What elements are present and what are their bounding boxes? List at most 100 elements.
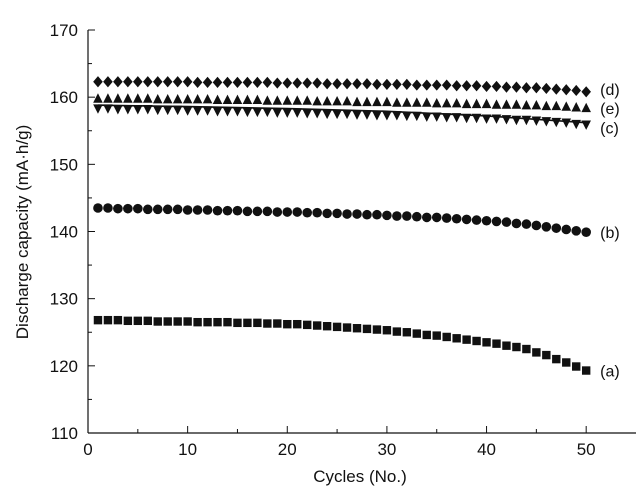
data-point-c <box>242 107 253 118</box>
data-markers <box>93 76 591 375</box>
y-tick-label: 170 <box>50 21 78 40</box>
data-point-e <box>541 100 552 111</box>
data-point-c <box>541 117 552 127</box>
data-point-c <box>362 110 372 120</box>
x-tick-label: 40 <box>477 440 496 459</box>
data-point-b <box>212 205 223 216</box>
data-point-b <box>93 203 103 213</box>
data-point-c <box>571 119 582 130</box>
data-point-c <box>212 107 223 117</box>
data-point-a <box>253 318 262 328</box>
data-point-c <box>192 106 203 116</box>
data-point-d <box>551 83 562 95</box>
data-point-d <box>312 77 322 89</box>
data-point-e <box>252 94 263 105</box>
data-point-d <box>511 81 522 93</box>
data-point-a <box>532 348 541 357</box>
data-point-d <box>232 76 243 88</box>
y-tick-label: 140 <box>50 223 78 242</box>
data-point-b <box>461 214 472 225</box>
data-point-b <box>511 218 522 229</box>
data-point-c <box>103 104 113 114</box>
data-point-a <box>173 317 182 326</box>
data-point-d <box>123 76 133 88</box>
data-point-a <box>422 330 431 340</box>
data-point-b <box>521 219 532 229</box>
data-point-e <box>222 94 233 105</box>
y-tick-label: 120 <box>50 357 78 376</box>
data-point-b <box>262 206 273 217</box>
data-point-c <box>501 115 512 125</box>
data-point-e <box>521 100 532 110</box>
data-point-d <box>441 79 452 91</box>
data-point-b <box>362 209 372 220</box>
data-point-d <box>541 82 552 95</box>
data-point-a <box>362 324 372 334</box>
x-tick-label: 10 <box>178 440 197 459</box>
data-point-d <box>292 77 303 89</box>
data-point-b <box>162 204 173 215</box>
data-point-e <box>551 100 562 111</box>
data-point-c <box>581 120 591 130</box>
data-point-c <box>292 108 303 118</box>
data-point-d <box>342 78 352 90</box>
data-point-d <box>521 82 532 94</box>
data-point-b <box>123 203 133 214</box>
data-point-b <box>142 204 153 215</box>
data-point-b <box>232 205 243 216</box>
data-point-b <box>481 215 492 226</box>
data-point-d <box>581 86 591 98</box>
data-point-d <box>322 78 332 90</box>
data-point-d <box>431 79 442 91</box>
data-point-e <box>561 101 572 111</box>
data-point-b <box>272 207 283 217</box>
data-point-c <box>93 104 103 114</box>
data-point-e <box>501 99 512 109</box>
data-point-d <box>352 78 362 90</box>
data-point-d <box>421 79 432 91</box>
data-point-a <box>512 342 521 352</box>
data-point-e <box>372 96 382 107</box>
data-point-b <box>531 220 542 231</box>
data-point-c <box>172 105 183 116</box>
data-point-a <box>332 322 342 332</box>
data-point-c <box>372 111 382 121</box>
data-point-d <box>372 78 382 91</box>
data-point-d <box>302 77 312 89</box>
data-point-d <box>182 76 193 88</box>
data-point-a <box>193 317 202 327</box>
data-point-e <box>182 93 193 104</box>
data-point-d <box>481 80 492 93</box>
data-point-d <box>282 77 293 89</box>
data-point-b <box>332 208 342 219</box>
data-point-e <box>511 99 522 109</box>
data-point-e <box>312 95 322 106</box>
data-point-d <box>93 76 103 88</box>
x-tick-label: 20 <box>278 440 297 459</box>
data-point-a <box>322 322 332 331</box>
data-point-a <box>283 319 292 329</box>
data-point-e <box>581 102 591 113</box>
data-point-a <box>183 317 192 326</box>
data-point-e <box>242 94 253 105</box>
data-point-c <box>202 106 213 116</box>
data-point-d <box>152 76 163 88</box>
data-point-d <box>133 76 143 88</box>
data-point-a <box>402 328 412 337</box>
data-point-c <box>531 116 542 126</box>
data-point-b <box>571 226 582 236</box>
series-label-d: (d) <box>600 82 620 99</box>
data-point-e <box>103 93 113 103</box>
data-point-a <box>382 326 392 335</box>
data-point-a <box>482 338 491 347</box>
data-point-d <box>561 84 572 96</box>
data-point-d <box>362 78 372 90</box>
data-point-b <box>471 215 482 225</box>
data-point-d <box>172 76 183 88</box>
data-point-e <box>491 99 502 109</box>
data-point-c <box>382 111 392 121</box>
data-point-b <box>431 212 442 223</box>
data-point-a <box>542 350 551 360</box>
x-axis-title: Cycles (No.) <box>313 467 407 486</box>
data-point-c <box>113 105 123 115</box>
